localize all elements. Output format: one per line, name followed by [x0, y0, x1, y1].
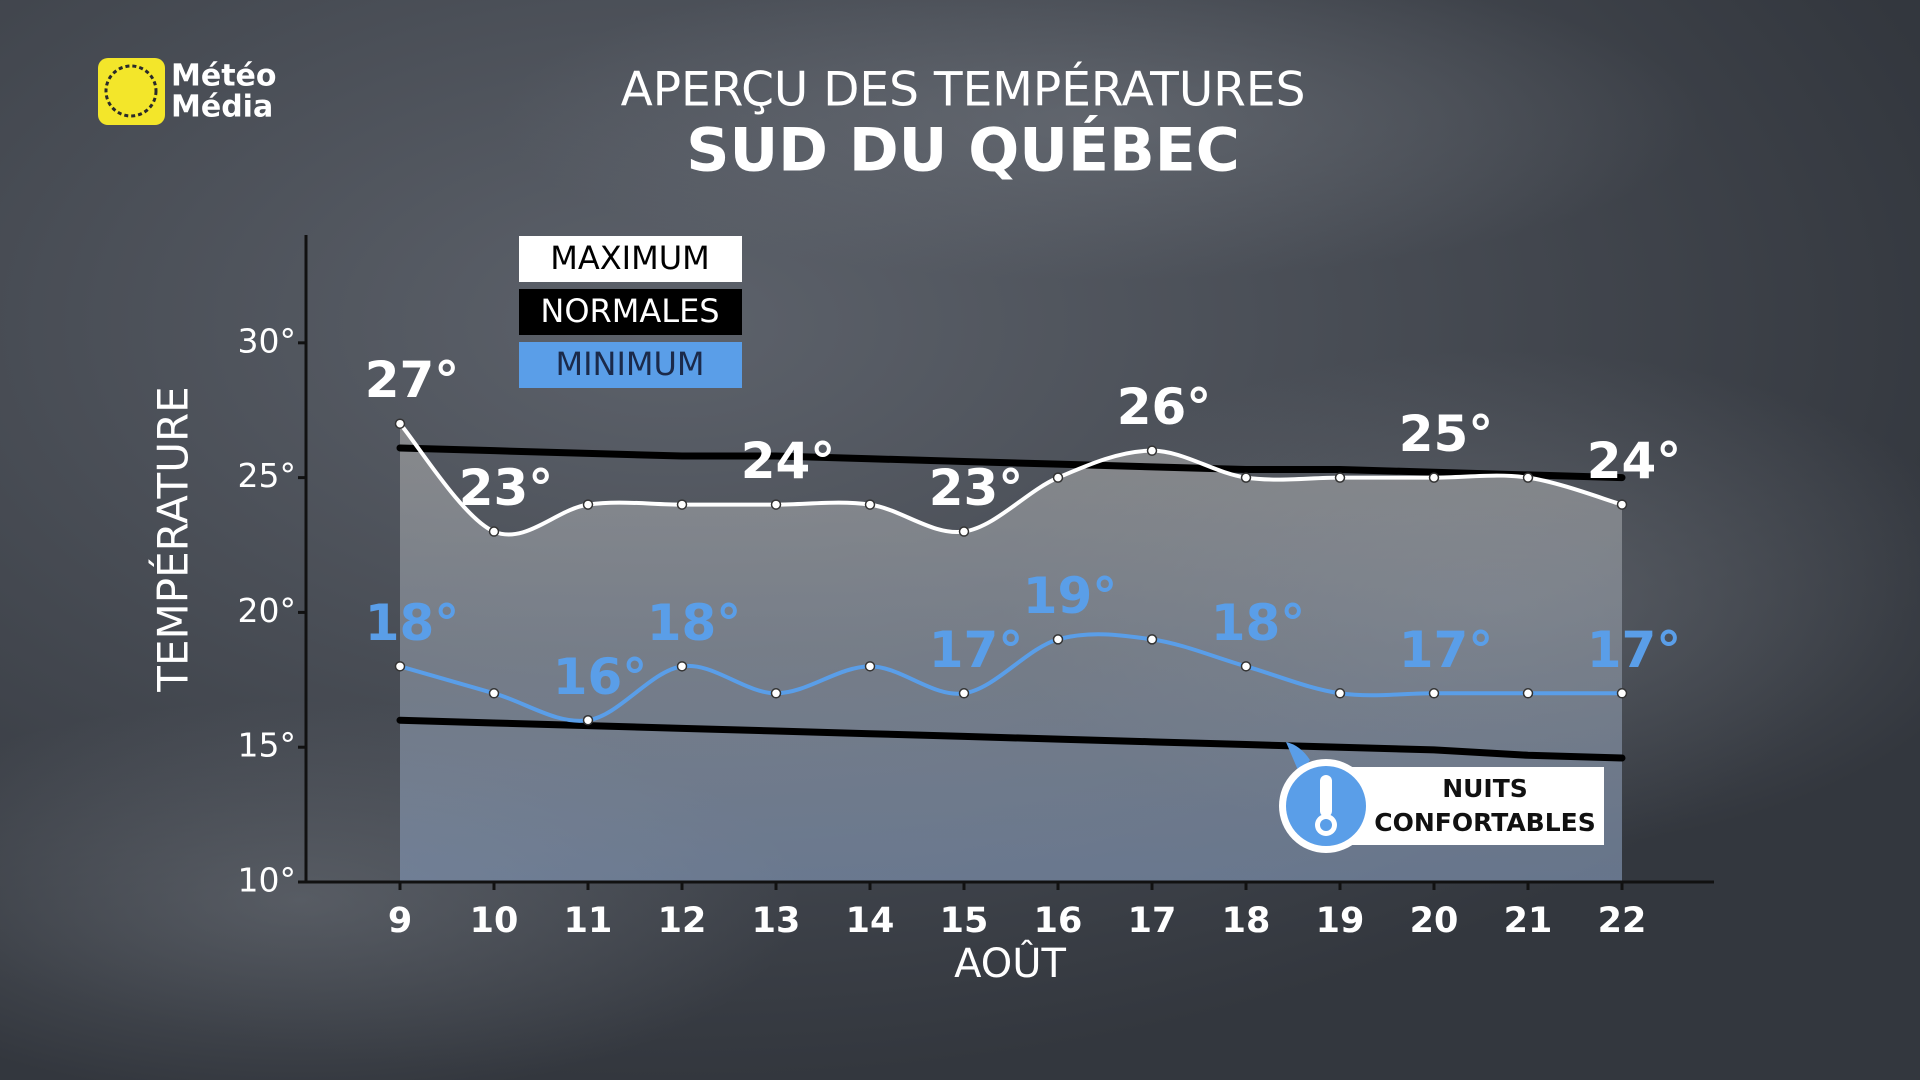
x-tick-label: 15 [940, 901, 989, 941]
value-label: 24° [1587, 432, 1682, 490]
y-tick-label: 15° [238, 726, 297, 765]
y-tick-label: 10° [238, 861, 297, 900]
logo-globe [104, 64, 158, 118]
x-tick-label: 22 [1598, 901, 1647, 941]
y-tick-label: 20° [238, 591, 297, 630]
series-line [398, 632, 1624, 723]
cloud [500, 0, 1700, 280]
thermometer-fill [1320, 819, 1332, 831]
point [676, 499, 688, 510]
x-tick-label: 19 [1316, 901, 1365, 941]
point [676, 661, 688, 672]
x-tick-label: 12 [658, 901, 707, 941]
point [1146, 634, 1158, 645]
y-tick-label: 25° [238, 456, 297, 495]
point [1428, 472, 1440, 483]
annotation-text: NUITS [1442, 774, 1528, 803]
normal-line [396, 716, 1626, 762]
point [864, 499, 876, 510]
point [1428, 688, 1440, 699]
chart-title: APERÇU DES TEMPÉRATURES [621, 63, 1306, 118]
y-axis-title: TEMPÉRATURE [148, 386, 198, 692]
point [394, 661, 406, 672]
x-tick-label: 10 [470, 901, 519, 941]
legend-label: NORMALES [540, 292, 719, 330]
value-label: 18° [1211, 594, 1306, 652]
point [770, 688, 782, 699]
logo-text: Météo [171, 59, 277, 94]
x-tick-label: 16 [1034, 901, 1083, 941]
point [582, 715, 594, 726]
point [1334, 472, 1346, 483]
y-tick-label: 30° [238, 321, 297, 360]
value-label: 18° [365, 594, 460, 652]
point [864, 661, 876, 672]
x-tick-label: 21 [1504, 901, 1553, 941]
chart-subtitle: SUD DU QUÉBEC [686, 114, 1240, 186]
point [1240, 472, 1252, 483]
value-label: 27° [365, 351, 460, 409]
legend-label: MINIMUM [555, 345, 704, 383]
value-label: 16° [553, 648, 648, 706]
x-tick-label: 13 [752, 901, 801, 941]
value-label: 26° [1117, 378, 1212, 436]
point [1146, 445, 1158, 456]
thermometer [1320, 775, 1332, 817]
x-tick-label: 11 [564, 901, 613, 941]
x-tick-label: 17 [1128, 901, 1177, 941]
value-label: 23° [459, 459, 554, 517]
legend: MAXIMUM NORMALES MINIMUM [519, 236, 742, 388]
point [1522, 688, 1534, 699]
point [958, 688, 970, 699]
legend-swatch [519, 236, 742, 282]
value-label: 25° [1399, 405, 1494, 463]
value-label: 17° [929, 621, 1024, 679]
point [1334, 688, 1346, 699]
value-label: 18° [647, 594, 742, 652]
point [488, 688, 500, 699]
value-label: 17° [1399, 621, 1494, 679]
point [770, 499, 782, 510]
point [1052, 634, 1064, 645]
point [1616, 499, 1628, 510]
point [582, 499, 594, 510]
x-tick-label: 14 [846, 901, 895, 941]
x-tick-label: 20 [1410, 901, 1459, 941]
point [1052, 472, 1064, 483]
legend-label: MAXIMUM [550, 239, 710, 277]
x-axis-title: AOÛT [954, 939, 1066, 987]
logo-text: Média [171, 90, 273, 125]
point [1240, 661, 1252, 672]
point [1522, 472, 1534, 483]
annotation-text: CONFORTABLES [1374, 808, 1596, 837]
annotation: NUITS CONFORTABLES [1279, 742, 1604, 853]
value-label: 17° [1587, 621, 1682, 679]
annotation-box [1335, 767, 1604, 845]
x-tick-label: 9 [388, 901, 412, 941]
legend-swatch [519, 289, 742, 335]
value-label: 23° [929, 459, 1024, 517]
point [1616, 688, 1628, 699]
point [394, 418, 406, 429]
logo: Météo Média [98, 58, 277, 125]
normal-line [396, 444, 1626, 482]
x-tick-label: 18 [1222, 901, 1271, 941]
value-label: 24° [741, 432, 836, 490]
legend-swatch [519, 342, 742, 388]
value-label: 19° [1023, 567, 1118, 625]
point [958, 526, 970, 537]
point [488, 526, 500, 537]
